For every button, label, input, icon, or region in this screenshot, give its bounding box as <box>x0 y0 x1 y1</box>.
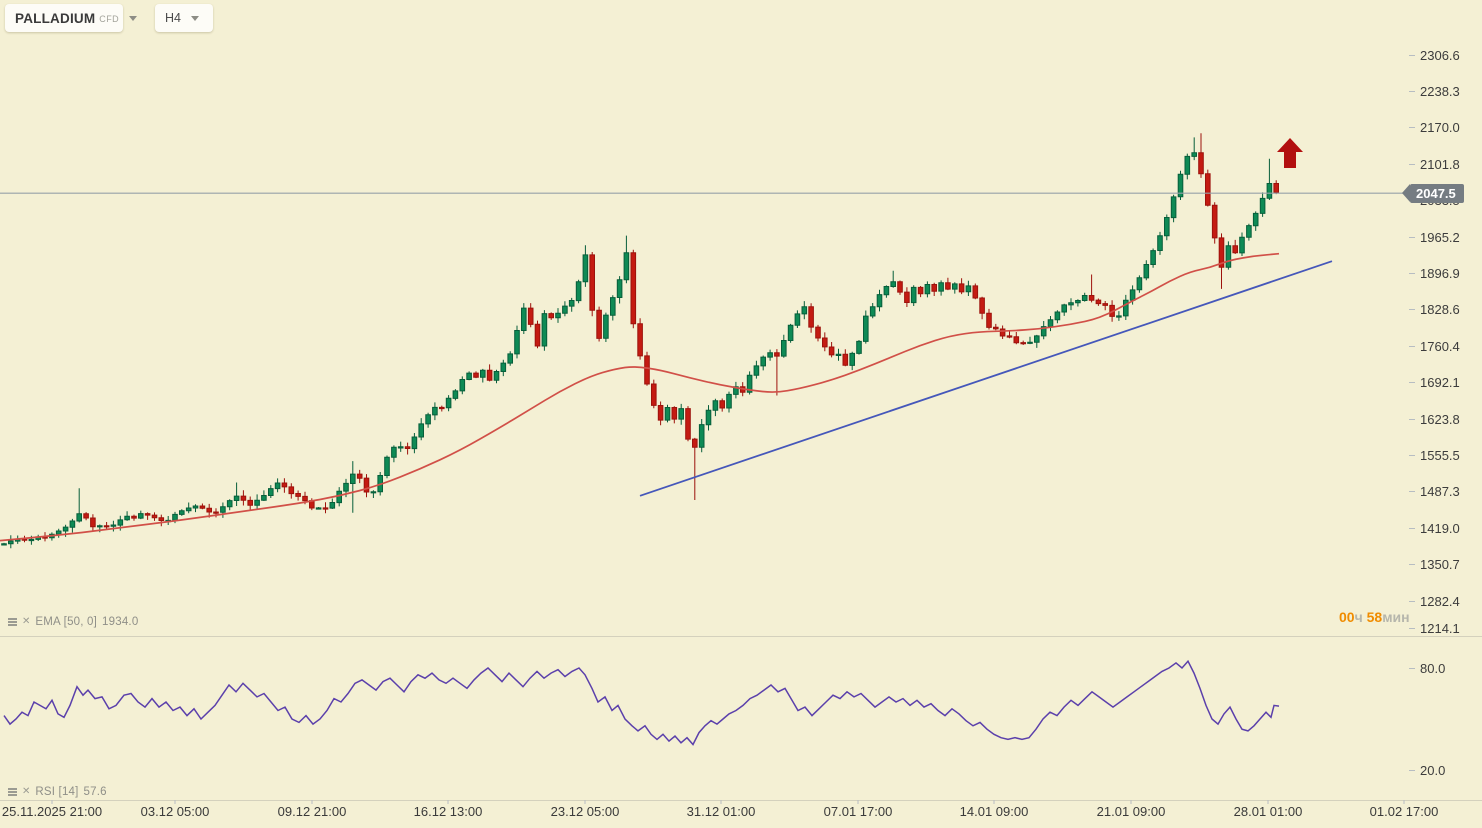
current-price-badge: 2047.5 <box>1402 183 1464 203</box>
countdown-hours-unit: ч <box>1354 609 1363 625</box>
ema-line[interactable] <box>0 252 1280 542</box>
price-tick-label: 2170.0 <box>1409 120 1460 136</box>
price-tick-label: 1965.2 <box>1409 229 1460 245</box>
price-tick-label: 1487.3 <box>1409 484 1460 500</box>
time-ticks <box>51 800 1405 804</box>
ema-value: 1934.0 <box>102 616 139 628</box>
rsi-label: RSI [14] <box>35 786 79 798</box>
time-tick-label: 25.11.2025 21:00 <box>1 804 103 819</box>
countdown-minutes: 58 <box>1366 609 1383 625</box>
rsi-tick-label: 80.0 <box>1409 660 1445 676</box>
badge-arrow-tip <box>1402 183 1410 202</box>
candle-bodies <box>1 152 1279 546</box>
candle-countdown-timer: 00ч 58мин <box>1339 609 1410 625</box>
price-tick-label: 2238.3 <box>1409 83 1460 99</box>
time-tick-label: 01.02 17:00 <box>1369 804 1439 819</box>
rsi-line[interactable] <box>3 659 1280 746</box>
price-tick-label: 1214.1 <box>1409 620 1460 636</box>
price-tick-label: 1419.0 <box>1409 520 1460 536</box>
time-tick-label: 31.12 01:00 <box>686 804 756 819</box>
price-tick-label: 1282.4 <box>1409 593 1460 609</box>
time-tick-label: 16.12 13:00 <box>413 804 483 819</box>
price-tick-label: 1555.5 <box>1409 448 1460 464</box>
symbol-selector[interactable]: PALLADIUM CFD <box>5 4 137 32</box>
time-tick-label: 09.12 21:00 <box>277 804 347 819</box>
time-tick-label: 28.01 01:00 <box>1233 804 1303 819</box>
indicator-close-icon[interactable]: ✕ <box>22 616 31 627</box>
symbol-label: PALLADIUM <box>15 10 96 26</box>
price-tick-label: 2101.8 <box>1409 156 1460 172</box>
instrument-type-label: CFD <box>99 14 119 24</box>
price-tick-label: 1692.1 <box>1409 375 1460 391</box>
chevron-down-icon <box>129 15 137 21</box>
indicator-settings-icon[interactable] <box>8 618 17 626</box>
price-tick-label: 1350.7 <box>1409 557 1460 573</box>
ema-indicator-legend: ✕ EMA [50, 0] 1934.0 <box>8 616 138 628</box>
countdown-hours: 00 <box>1339 609 1355 625</box>
pane-dividers <box>0 636 1482 801</box>
indicator-close-icon[interactable]: ✕ <box>22 786 31 797</box>
time-tick-label: 14.01 09:00 <box>959 804 1029 819</box>
time-tick-label: 21.01 09:00 <box>1096 804 1166 819</box>
trend-line[interactable] <box>639 260 1333 497</box>
price-tick-label: 1828.6 <box>1409 302 1460 318</box>
rsi-value: 57.6 <box>83 786 107 798</box>
price-tick-label: 1623.8 <box>1409 411 1460 427</box>
chevron-down-icon <box>190 15 199 21</box>
countdown-minutes-unit: мин <box>1382 609 1410 625</box>
timeframe-selector[interactable]: H4 <box>155 4 213 32</box>
indicator-settings-icon[interactable] <box>8 788 17 796</box>
time-tick-label: 23.12 05:00 <box>550 804 620 819</box>
current-price-value: 2047.5 <box>1416 185 1456 201</box>
timeframe-label: H4 <box>165 11 181 25</box>
ema-label: EMA [50, 0] <box>35 616 98 628</box>
up-arrow-icon <box>1277 138 1303 173</box>
price-tick-label: 2306.6 <box>1409 47 1460 63</box>
rsi-indicator-legend: ✕ RSI [14] 57.6 <box>8 786 107 798</box>
price-tick-label: 1760.4 <box>1409 338 1460 354</box>
rsi-tick-label: 20.0 <box>1409 762 1445 778</box>
time-tick-label: 03.12 05:00 <box>140 804 210 819</box>
price-tick-label: 1896.9 <box>1409 265 1460 281</box>
time-tick-label: 07.01 17:00 <box>823 804 893 819</box>
